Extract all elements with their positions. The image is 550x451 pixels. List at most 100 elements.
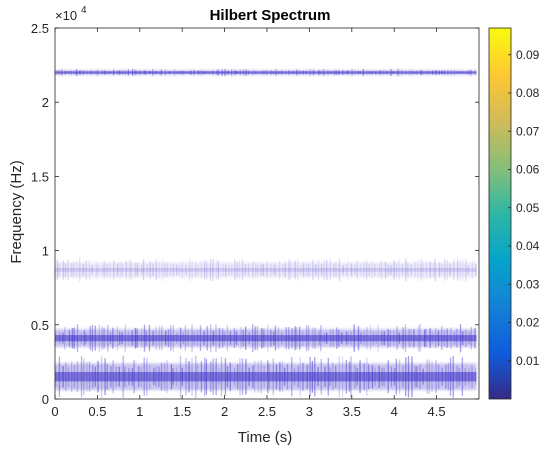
band-streak [64,262,67,278]
band-streak [181,261,183,279]
band-streak [384,261,387,278]
band-streak [103,261,105,279]
band-streak [417,258,419,282]
band-streak [176,264,178,276]
x-tick-label: 1.5 [173,404,191,419]
band-streak [320,264,323,276]
band-streak [85,260,87,280]
band-streak [457,259,459,281]
band-streak [95,260,98,280]
band-streak [438,262,441,278]
band-streak [228,264,230,276]
spectrum-band-1 [55,258,477,282]
band-streak [222,263,224,277]
band-streak [169,264,172,276]
band-streak [76,261,78,279]
band-streak [206,260,208,280]
band-streak [407,262,409,278]
band-streak [238,260,241,280]
band-streak [459,259,462,281]
band-streak [252,261,254,279]
band-streak [422,260,424,279]
band-streak [425,260,428,280]
band-streak [164,262,166,278]
band-streak [444,258,446,281]
y-tick-label: 2.5 [31,21,49,36]
band-streak [134,262,137,277]
band-streak [390,264,392,275]
colorbar: 0.01 0.02 0.03 0.04 0.05 0.06 0.07 0.08 0.09 [488,27,540,400]
band-streak [432,262,435,278]
band-streak [393,260,395,280]
band-streak [289,260,292,280]
y-tick-label: 0 [42,392,49,407]
band-haze [55,262,477,278]
colorbar-tick-label: 0.06 [516,163,540,177]
band-streak [380,260,383,280]
band-streak [300,265,302,275]
x-tick-label: 0.5 [88,404,106,419]
band-streak [101,265,104,275]
band-streak [58,263,60,277]
band-streak [244,263,246,276]
band-streak [446,259,448,280]
band-streak [345,264,348,276]
band-streak [317,259,320,281]
band-streak [128,258,131,281]
band-streak [266,262,268,278]
band-core [55,372,477,382]
spectrum-band-2 [55,324,477,353]
band-streak [113,260,115,280]
band-streak [401,263,404,276]
band-streak [125,261,127,279]
band-streak [453,259,455,281]
band-streak [395,261,398,279]
band-streak [475,263,477,277]
band-streak [195,261,197,279]
band-streak [288,259,290,281]
band-streak [270,263,272,276]
band-streak [212,258,214,281]
x-tick-label: 4 [391,404,398,419]
spectrum-band-0 [55,69,477,77]
band-streak [155,259,157,281]
x-tick-label: 2.5 [258,404,276,419]
band-streak [465,258,467,282]
band-streak [359,263,362,277]
band-streak [398,258,400,281]
band-streak [73,262,75,278]
band-streak [146,263,148,276]
band-streak [241,259,244,281]
band-streak [350,263,353,277]
band-streak [366,260,368,280]
x-tick-label: 0 [51,404,58,419]
band-streak [56,259,59,281]
band-streak [130,260,132,280]
band-streak [197,264,199,275]
band-streak [225,263,227,277]
band-streak [172,263,175,277]
band-streak [141,265,143,275]
band-streak [354,264,356,276]
band-streak [119,260,121,280]
band-streak [256,264,259,276]
colorbar-tick-label: 0.03 [516,277,540,291]
band-streak [82,263,84,277]
band-streak [312,259,314,281]
x-tick-label: 2 [221,404,228,419]
band-streak [200,260,202,280]
band-streak [302,262,305,277]
band-streak [109,261,111,279]
band-streak [149,261,151,279]
y-exponent-label: ×10 4 [55,5,87,23]
band-streak [161,258,164,282]
band-streak [356,260,358,279]
band-streak [429,261,431,278]
band-streak [203,260,206,280]
colorbar-tick-label: 0.04 [516,239,540,253]
chart-title: Hilbert Spectrum [210,7,331,24]
band-streak [88,259,91,281]
colorbar-tick-label: 0.02 [516,316,540,330]
x-axis-label: Time (s) [238,429,292,446]
band-streak [441,263,443,277]
